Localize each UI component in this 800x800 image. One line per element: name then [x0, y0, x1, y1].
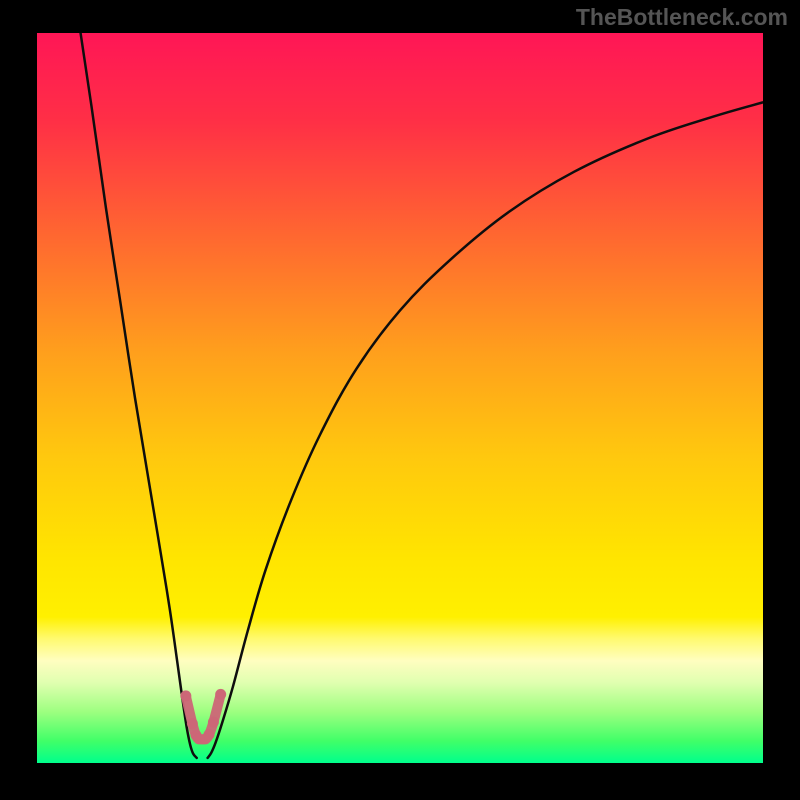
curve-left-branch: [81, 33, 197, 758]
bottleneck-curve: [37, 33, 763, 763]
marker-dot: [215, 689, 226, 700]
plot-area: [37, 33, 763, 763]
curve-right-branch: [208, 102, 763, 758]
marker-dot: [187, 718, 198, 729]
marker-dot: [204, 729, 215, 740]
chart-frame: TheBottleneck.com: [0, 0, 800, 800]
watermark-text: TheBottleneck.com: [576, 4, 788, 31]
marker-dot: [208, 717, 219, 728]
marker-dot: [180, 690, 191, 701]
marker-band: [186, 694, 221, 739]
